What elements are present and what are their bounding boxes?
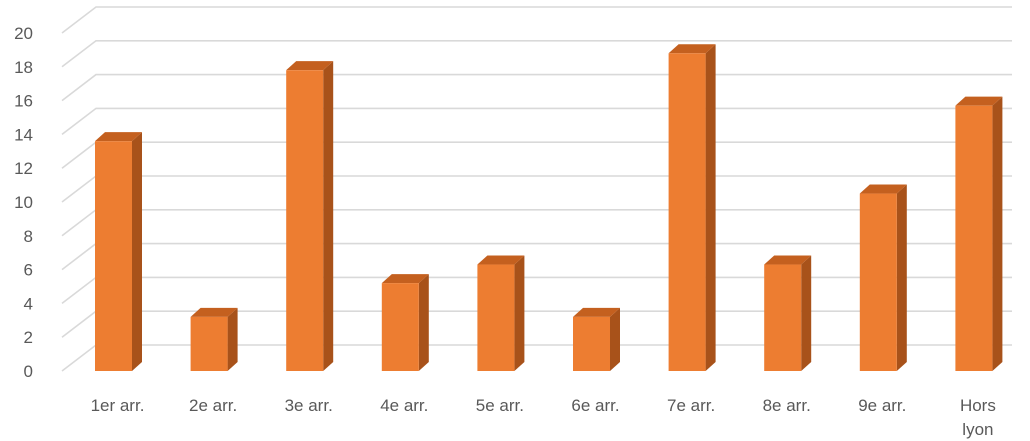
- category-label-line: lyon: [962, 420, 993, 439]
- gridline: [61, 141, 1012, 169]
- bar-top: [668, 44, 716, 54]
- bars: [95, 44, 1003, 372]
- y-tick-label: 12: [14, 159, 33, 178]
- y-tick-label: 16: [14, 92, 33, 111]
- y-tick-label: 8: [24, 227, 33, 246]
- bar: [381, 274, 429, 371]
- bar-front: [381, 283, 419, 371]
- bar-front: [955, 105, 993, 372]
- bar-front: [573, 316, 610, 371]
- bar-top: [764, 255, 812, 265]
- bar-side: [992, 96, 1003, 372]
- category-label: Hors lyon: [960, 396, 996, 439]
- gridline: [61, 39, 1012, 68]
- x-axis-labels: 1er arr. 2e arr. 3e arr. 4e arr. 5e arr. 6e a…: [91, 396, 996, 439]
- bar-front: [859, 193, 897, 371]
- bar-side: [227, 307, 238, 371]
- y-tick-label: 0: [24, 362, 33, 381]
- y-tick-label: 4: [24, 294, 33, 313]
- category-label-line: Hors: [960, 396, 996, 415]
- bar-top: [573, 307, 620, 317]
- gridline: [61, 6, 1012, 34]
- bar-side: [323, 61, 334, 372]
- bar-top: [955, 96, 1003, 106]
- bar: [286, 61, 334, 372]
- bar-front: [764, 264, 802, 371]
- bar-top: [477, 255, 525, 265]
- bar-front: [477, 264, 515, 371]
- category-label: 8e arr.: [763, 396, 811, 415]
- bar-side: [418, 274, 429, 371]
- bar-front: [95, 141, 132, 371]
- bar: [477, 255, 525, 371]
- bar-top: [95, 132, 142, 142]
- y-tick-label: 2: [24, 328, 33, 347]
- bar-top: [190, 307, 238, 317]
- category-label: 9e arr.: [858, 396, 906, 415]
- category-label: 5e arr.: [476, 396, 524, 415]
- y-tick-label: 10: [14, 193, 33, 212]
- y-tick-label: 20: [14, 24, 33, 43]
- bar-side: [896, 184, 907, 371]
- category-label: 3e arr.: [285, 396, 333, 415]
- category-label: 1er arr.: [91, 396, 145, 415]
- bar-side: [132, 132, 142, 371]
- category-label: 2e arr.: [189, 396, 237, 415]
- bar-side: [514, 255, 525, 371]
- bar: [190, 307, 238, 371]
- bar-side: [610, 307, 620, 371]
- bar-side: [801, 255, 812, 371]
- y-tick-label: 18: [14, 58, 33, 77]
- y-tick-label: 14: [14, 125, 33, 144]
- bar: [573, 307, 620, 371]
- gridline: [61, 73, 1012, 102]
- category-label: 7e arr.: [667, 396, 715, 415]
- y-tick-label: 6: [24, 261, 33, 280]
- bar: [668, 44, 716, 371]
- bar-top: [286, 61, 334, 71]
- category-label: 4e arr.: [380, 396, 428, 415]
- bar: [955, 96, 1003, 372]
- y-axis-ticks: 0 2 4 6 8 10 12 14 16 18 20: [14, 24, 33, 381]
- category-label: 6e arr.: [571, 396, 619, 415]
- bar-top: [381, 274, 429, 284]
- gridline: [61, 107, 1012, 136]
- bar: [859, 184, 907, 371]
- bar-top: [859, 184, 907, 194]
- bar: [764, 255, 812, 371]
- bar: [95, 132, 142, 371]
- bar-side: [705, 44, 716, 371]
- bar-front: [190, 316, 228, 371]
- bar-front: [286, 70, 324, 372]
- bar-front: [668, 53, 706, 371]
